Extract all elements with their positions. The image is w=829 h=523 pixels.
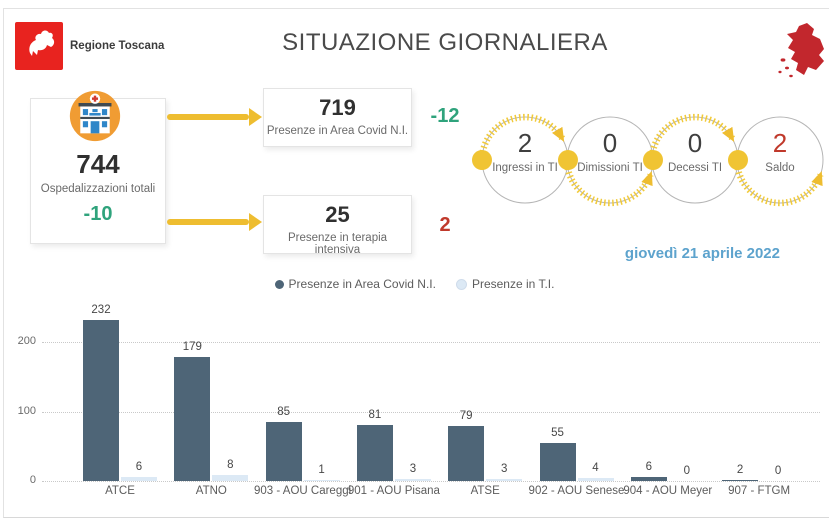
category-label: 902 - AOU Senese xyxy=(528,485,625,497)
category-label: 901 - AOU Pisana xyxy=(347,485,440,497)
bar-ti[interactable] xyxy=(121,476,157,481)
covid-area-value: 719 xyxy=(319,95,356,120)
report-frame xyxy=(3,8,829,518)
gridline xyxy=(42,342,820,343)
pegasus-icon xyxy=(20,25,58,68)
bar-value-label: 179 xyxy=(182,340,202,353)
flow-step-label: Ingressi in TI xyxy=(492,162,558,174)
gridline xyxy=(42,411,820,413)
y-axis-tick: 0 xyxy=(29,474,36,486)
icu-delta: 2 xyxy=(439,214,451,236)
category-label: 907 - FTGM xyxy=(728,485,791,497)
legend-dot-ti xyxy=(455,278,467,290)
bar-value-label: 3 xyxy=(409,462,417,475)
bar-ti[interactable] xyxy=(303,479,340,481)
regione-toscana-logo xyxy=(15,22,63,70)
flow-step-label: Dimissioni TI xyxy=(577,162,643,174)
gridline xyxy=(42,481,820,482)
icu-value: 25 xyxy=(325,202,350,227)
bar-value-label: 232 xyxy=(91,303,111,316)
bar-value-label: 8 xyxy=(227,459,234,472)
chart-legend: Presenze in Area Covid N.I. Presenze in … xyxy=(0,277,829,291)
flow-arcs xyxy=(472,113,824,207)
card-covid-area[interactable]: 719 Presenze in Area Covid N.I. xyxy=(263,88,412,147)
flow-step-value: 0 xyxy=(687,128,703,158)
bar-value-label: 6 xyxy=(135,460,143,473)
bar-covid-area[interactable] xyxy=(174,356,211,481)
bar-covid-area[interactable] xyxy=(265,421,302,481)
bar-value-label: 1 xyxy=(318,463,325,476)
icu-label: Presenze in terapia intensiva xyxy=(287,232,388,256)
page-title: SITUAZIONE GIORNALIERA xyxy=(282,29,608,56)
hospital-icon xyxy=(69,90,121,142)
flow-step-value: 2 xyxy=(517,128,533,158)
category-label: ATCE xyxy=(105,485,135,497)
flow-step-label: Saldo xyxy=(765,162,795,174)
card-intensive-care[interactable]: 25 Presenze in terapia intensiva xyxy=(263,195,412,256)
bar-covid-area[interactable] xyxy=(630,476,667,481)
covid-area-delta: -12 xyxy=(430,105,460,127)
category-label: ATNO xyxy=(195,485,227,497)
flow-step-value: 0 xyxy=(602,128,618,158)
flow-step-label: Decessi TI xyxy=(667,162,723,174)
bar-value-label: 2 xyxy=(736,463,744,476)
bar-value-label: 3 xyxy=(500,462,508,475)
bar-ti[interactable] xyxy=(394,478,431,481)
bar-value-label: 79 xyxy=(459,410,473,423)
bar-value-label: 81 xyxy=(368,408,382,421)
bar-covid-area[interactable] xyxy=(539,442,576,481)
bar-ti[interactable] xyxy=(486,478,523,481)
bar-value-label: 85 xyxy=(277,405,290,418)
report-date: giovedì 21 aprile 2022 xyxy=(624,245,780,262)
total-hospitalizations-label: Ospedalizzazioni totali xyxy=(40,183,156,195)
flow-step-value: 2 xyxy=(772,128,788,158)
legend-dot-covid-area xyxy=(274,279,284,289)
category-label: 904 - AOU Meyer xyxy=(623,485,713,497)
bar-value-label: 6 xyxy=(645,460,652,473)
bar-value-label: 55 xyxy=(551,426,564,439)
category-label: 903 - AOU Careggi xyxy=(254,485,352,497)
legend-label-ti[interactable]: Presenze in T.I. xyxy=(471,277,555,291)
category-label: ATSE xyxy=(470,485,500,497)
bar-ti[interactable] xyxy=(212,475,249,481)
y-axis-tick: 200 xyxy=(17,335,36,347)
tuscany-map-icon xyxy=(769,20,829,87)
bar-covid-area[interactable] xyxy=(356,424,393,481)
org-name: Regione Toscana xyxy=(70,40,165,52)
bar-covid-area[interactable] xyxy=(722,479,759,481)
total-hospitalizations-value: 744 xyxy=(76,149,120,179)
bar-ti[interactable] xyxy=(577,478,614,481)
y-axis-tick: 100 xyxy=(17,404,36,417)
bar-value-label: 0 xyxy=(683,465,690,477)
legend-label-covid-area[interactable]: Presenze in Area Covid N.I. xyxy=(288,277,436,291)
total-delta: -10 xyxy=(83,203,113,225)
icu-flow-diagram: 2 Ingressi in TI 0 Dimissioni TI 0 Decessi TI… xyxy=(468,98,829,228)
covid-area-label: Presenze in Area Covid N.I. xyxy=(266,125,409,137)
bar-value-label: 0 xyxy=(774,465,782,477)
bar-covid-area[interactable] xyxy=(448,426,485,481)
bar-covid-area[interactable] xyxy=(83,319,119,481)
bar-value-label: 4 xyxy=(592,462,599,475)
